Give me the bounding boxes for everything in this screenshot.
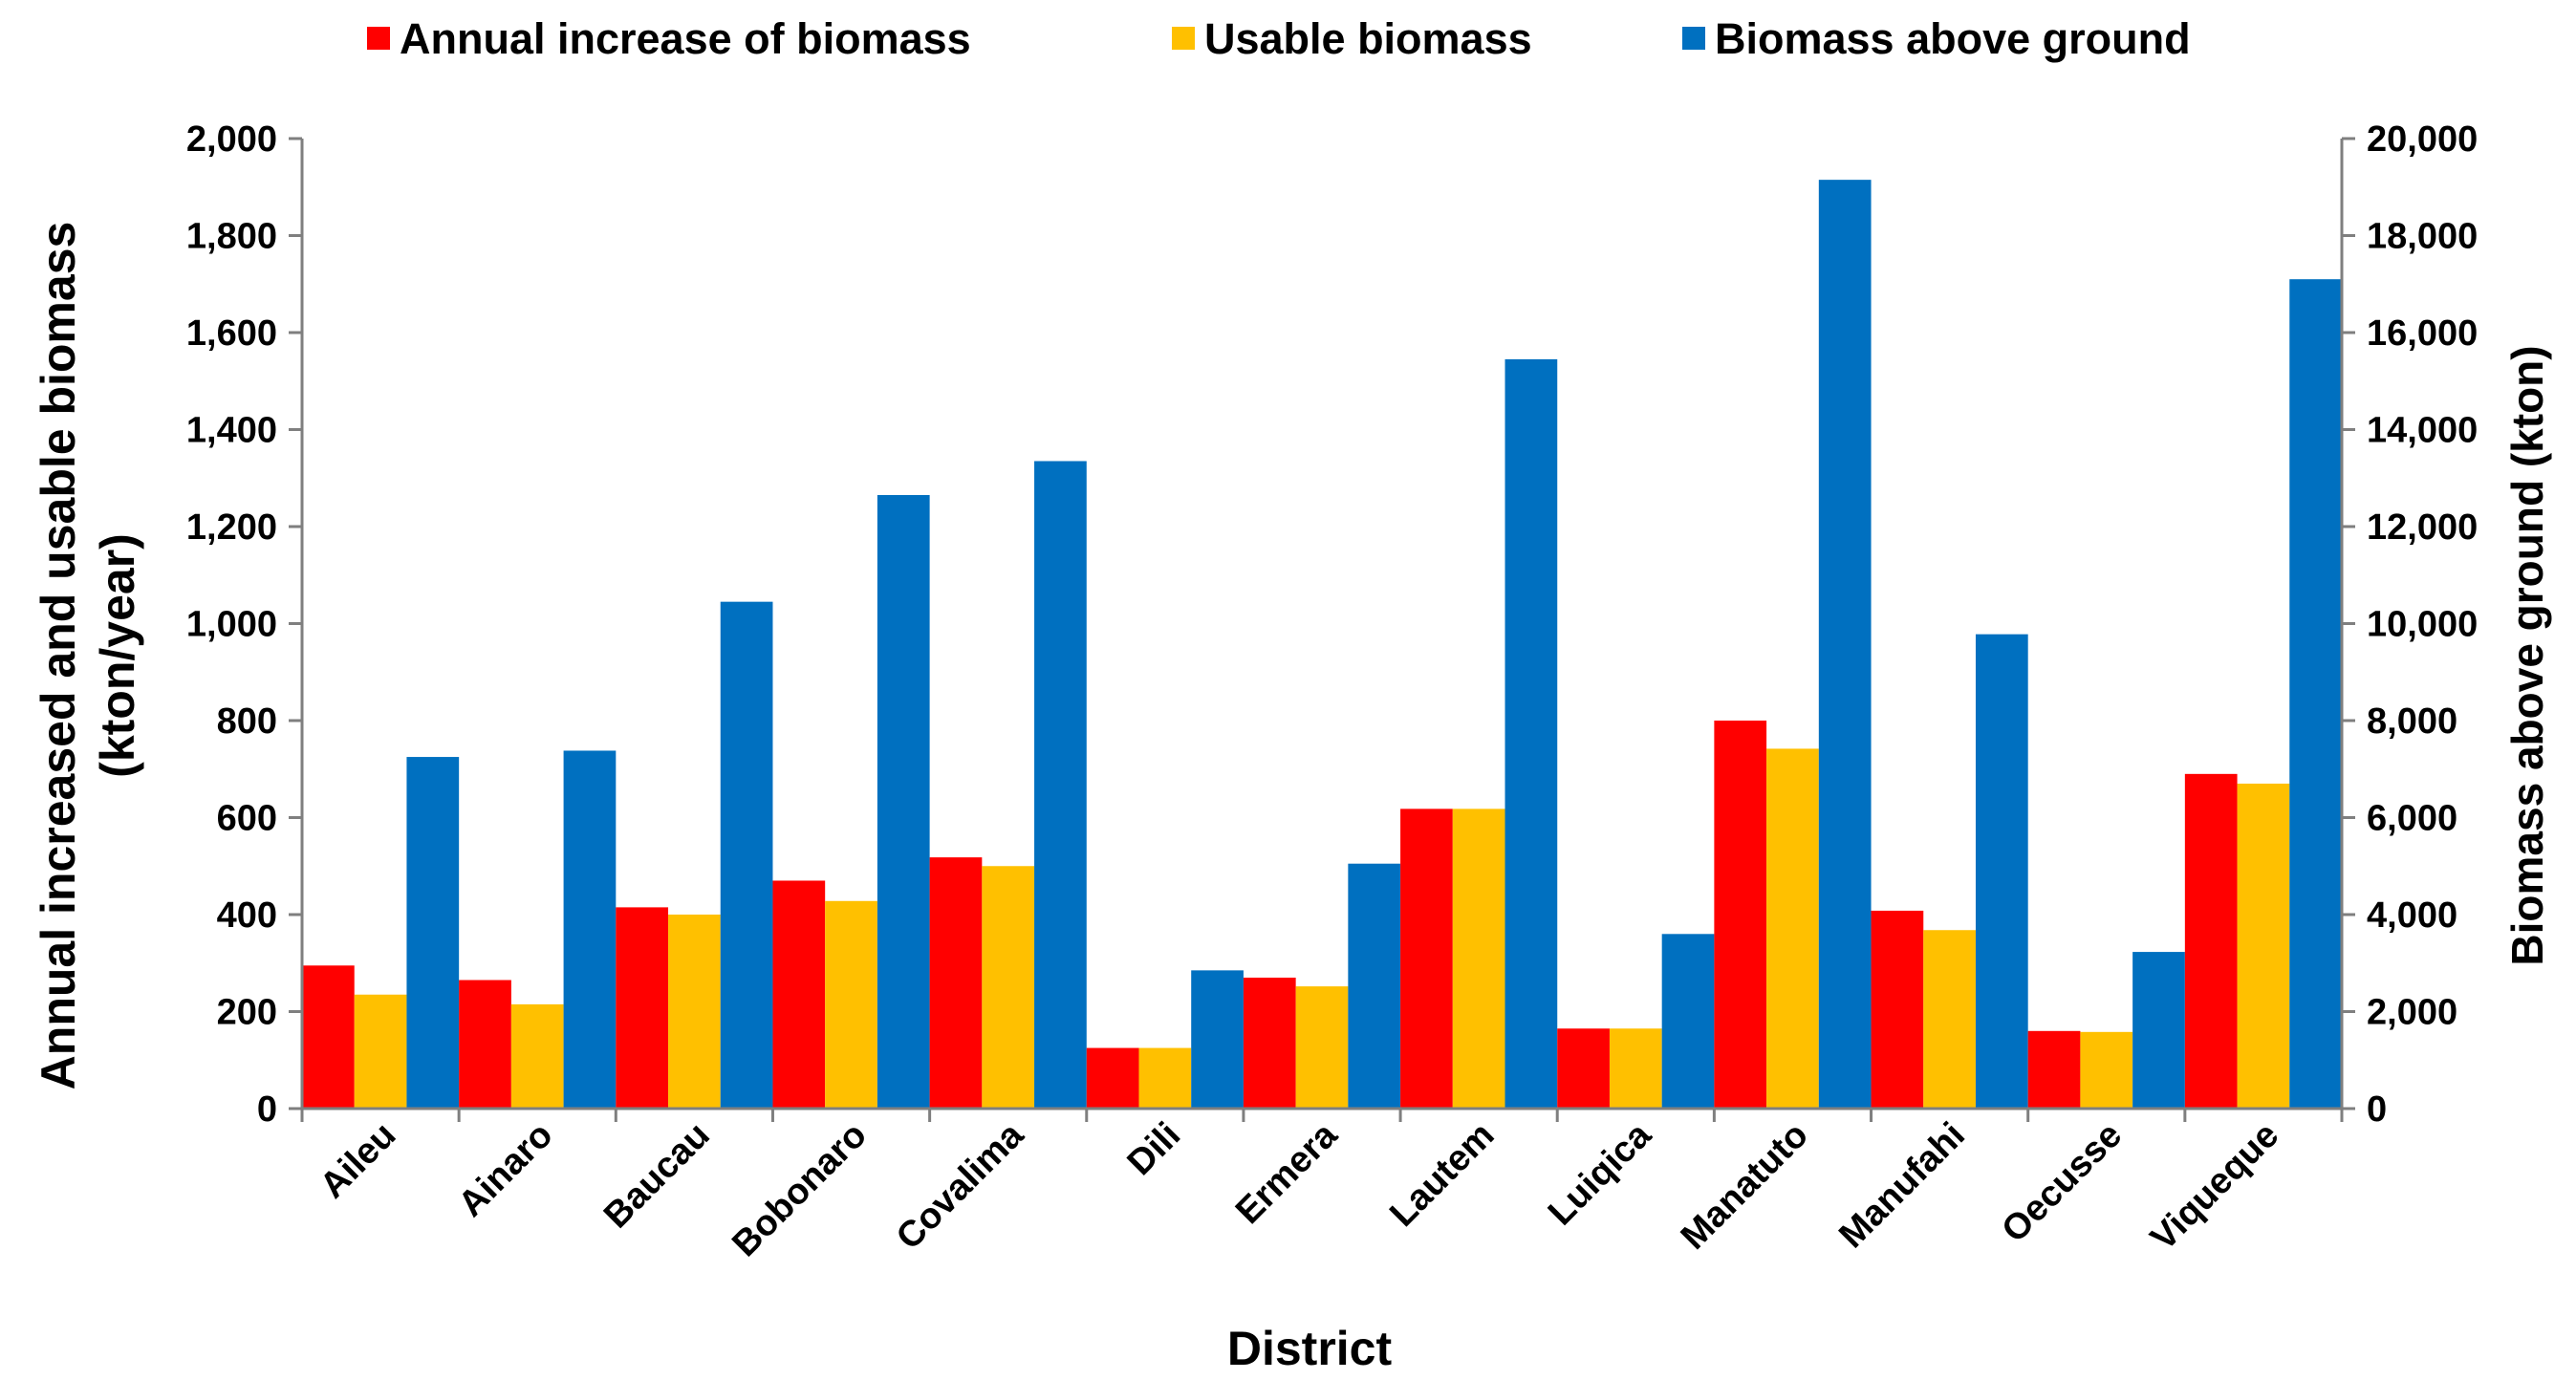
bar-usable-biomass-luiqica: [1609, 1028, 1662, 1109]
bar-biomass-above-ground-dili: [1191, 970, 1244, 1109]
bar-biomass-above-ground-lautem: [1504, 358, 1558, 1109]
y2-tick-label: 18,000: [2367, 217, 2478, 257]
y2-tick-label: 4,000: [2367, 895, 2457, 936]
bar-annual-increase-of-biomass-manatuto: [1714, 721, 1767, 1109]
bar-usable-biomass-dili: [1138, 1047, 1192, 1109]
legend-swatch-biomass-above-ground: [1682, 27, 1705, 50]
y-tick-label: 0: [257, 1089, 277, 1130]
category-label-covalima: Covalima: [889, 1114, 1032, 1258]
bar-biomass-above-ground-manatuto: [1818, 180, 1872, 1109]
y2-tick-label: 10,000: [2367, 605, 2478, 645]
y2-tick-label: 6,000: [2367, 799, 2457, 839]
y-tick-label: 600: [217, 799, 277, 839]
category-label-manatuto: Manatuto: [1674, 1115, 1816, 1258]
bar-usable-biomass-manatuto: [1766, 748, 1819, 1109]
bar-biomass-above-ground-baucau: [720, 601, 773, 1109]
category-label-ainaro: Ainaro: [451, 1115, 561, 1225]
bar-usable-biomass-covalima: [982, 866, 1035, 1109]
y-tick-label: 1,000: [186, 605, 277, 645]
y-tick-label: 1,400: [186, 411, 277, 451]
y2-tick-label: 8,000: [2367, 701, 2457, 742]
legend-swatch-usable-biomass: [1172, 27, 1195, 50]
bar-usable-biomass-manufahi: [1923, 930, 1976, 1109]
bar-usable-biomass-ainaro: [510, 1003, 564, 1109]
legend-label-biomass-above-ground: Biomass above ground: [1715, 14, 2191, 63]
y2-tick-label: 0: [2367, 1089, 2387, 1130]
y2-tick-label: 12,000: [2367, 507, 2478, 548]
y2-tick-label: 20,000: [2367, 119, 2478, 160]
bar-usable-biomass-viqueque: [2237, 783, 2290, 1109]
y2-tick-label: 14,000: [2367, 411, 2478, 451]
legend: Annual increase of biomass Usable biomas…: [367, 14, 2191, 63]
bar-usable-biomass-lautem: [1452, 809, 1505, 1109]
y2-axis-title: Biomass above ground (kton): [2502, 345, 2552, 965]
category-labels-layer: Aileu Ainaro Baucau Bobonaro Covalima Dili Erm…: [313, 1114, 2286, 1264]
bar-biomass-above-ground-manufahi: [1975, 634, 2028, 1109]
bar-annual-increase-of-biomass-ermera: [1243, 977, 1296, 1110]
bar-biomass-above-ground-covalima: [1034, 461, 1087, 1109]
category-label-bobonaro: Bobonaro: [725, 1115, 875, 1265]
legend-swatch-annual-increase: [367, 27, 390, 50]
category-label-baucau: Baucau: [596, 1115, 718, 1237]
y-tick-label: 200: [217, 993, 277, 1033]
bar-biomass-above-ground-ermera: [1348, 863, 1401, 1109]
bar-usable-biomass-bobonaro: [825, 900, 877, 1109]
bars-layer: [302, 180, 2342, 1110]
y-tick-label: 2,000: [186, 119, 277, 160]
bar-annual-increase-of-biomass-dili: [1086, 1047, 1139, 1109]
tick-labels-layer: 0 0 200 2,000 400 4,000 600 6,000 800 8,000 1,000 1…: [186, 119, 2478, 1130]
y-tick-label: 400: [217, 895, 277, 936]
y-tick-label: 1,600: [186, 313, 277, 354]
bar-annual-increase-of-biomass-aileu: [302, 965, 355, 1109]
category-label-dili: Dili: [1120, 1115, 1189, 1184]
bar-usable-biomass-ermera: [1295, 986, 1349, 1109]
bar-annual-increase-of-biomass-ainaro: [459, 980, 511, 1109]
bar-biomass-above-ground-oecusse: [2132, 952, 2185, 1109]
category-label-lautem: Lautem: [1382, 1115, 1502, 1235]
bar-annual-increase-of-biomass-manufahi: [1871, 910, 1924, 1109]
bar-annual-increase-of-biomass-baucau: [616, 907, 669, 1109]
legend-label-usable-biomass: Usable biomass: [1204, 14, 1532, 63]
category-label-viqueque: Viqueque: [2143, 1115, 2286, 1259]
bar-annual-increase-of-biomass-oecusse: [2027, 1030, 2081, 1109]
y-axis-title-line1: Annual increased and usable biomass: [32, 222, 85, 1090]
category-label-luiqica: Luiqica: [1541, 1114, 1659, 1233]
bar-usable-biomass-aileu: [354, 994, 407, 1109]
category-label-manufahi: Manufahi: [1831, 1115, 1973, 1257]
category-label-oecusse: Oecusse: [1994, 1115, 2130, 1251]
category-label-ermera: Ermera: [1228, 1114, 1346, 1232]
bar-biomass-above-ground-bobonaro: [877, 495, 930, 1109]
bar-annual-increase-of-biomass-luiqica: [1557, 1028, 1610, 1109]
y-tick-label: 800: [217, 701, 277, 742]
category-label-aileu: Aileu: [313, 1115, 403, 1206]
axes-layer: [289, 137, 2355, 1122]
bar-annual-increase-of-biomass-viqueque: [2184, 773, 2238, 1109]
bar-usable-biomass-oecusse: [2080, 1031, 2133, 1110]
x-axis-title: District: [1227, 1322, 1393, 1375]
y2-tick-label: 2,000: [2367, 993, 2457, 1033]
bar-biomass-above-ground-luiqica: [1661, 934, 1715, 1109]
bar-usable-biomass-baucau: [668, 915, 721, 1109]
y2-tick-label: 16,000: [2367, 313, 2478, 354]
y-tick-label: 1,800: [186, 217, 277, 257]
bar-annual-increase-of-biomass-lautem: [1400, 809, 1453, 1109]
bar-biomass-above-ground-aileu: [406, 757, 460, 1109]
bar-biomass-above-ground-viqueque: [2289, 279, 2342, 1109]
bar-annual-increase-of-biomass-covalima: [929, 857, 983, 1109]
bar-annual-increase-of-biomass-bobonaro: [772, 880, 826, 1109]
y-tick-label: 1,200: [186, 507, 277, 548]
y-axis-title-line2: (kton/year): [91, 533, 144, 778]
legend-label-annual-increase: Annual increase of biomass: [400, 14, 971, 63]
bar-biomass-above-ground-ainaro: [563, 750, 617, 1109]
